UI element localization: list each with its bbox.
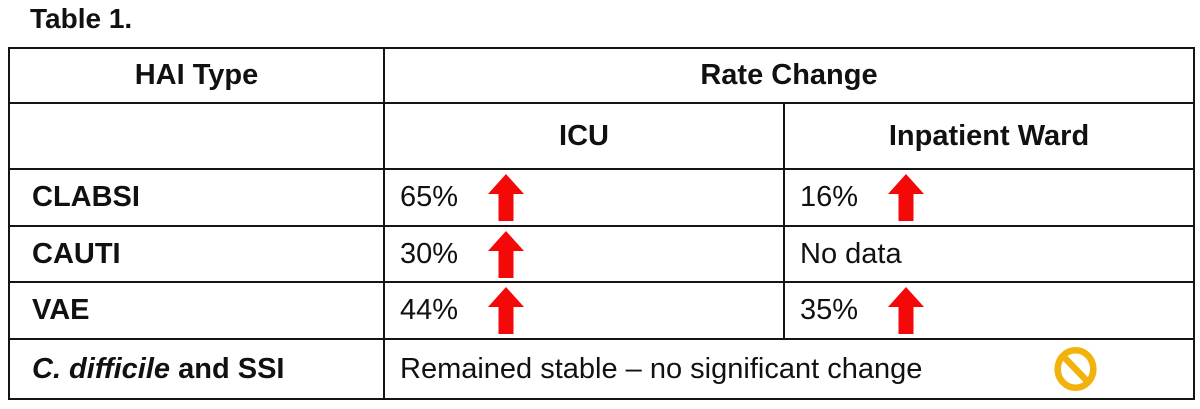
header-row-sub: ICU Inpatient Ward [8, 102, 1195, 170]
stable-note-text: Remained stable – no significant change [400, 352, 923, 385]
header-icu: ICU [383, 102, 785, 170]
rate-value: 44% [400, 294, 459, 326]
table-title: Table 1. [30, 3, 133, 34]
increase-arrow-icon [488, 287, 525, 334]
increase-arrow-icon [488, 230, 525, 278]
hai-rate-change-table: HAI Type Rate Change ICU Inpatient Ward … [8, 47, 1195, 400]
rate-value: 35% [800, 294, 859, 326]
row-label-cauti: CAUTI [8, 225, 385, 283]
rate-value: 30% [400, 237, 459, 270]
header-inpatient-ward: Inpatient Ward [783, 102, 1195, 170]
cell-cauti-icu: 30% [383, 225, 785, 283]
increase-arrow-icon [888, 174, 925, 221]
row-label-clabsi: CLABSI [8, 168, 385, 227]
rate-value: 16% [800, 181, 859, 213]
row-label-cdifficile-ssi: C. difficile and SSI [8, 338, 385, 400]
table-row-vae: VAE 44% 35% [8, 281, 1195, 340]
header-row-top: HAI Type Rate Change [8, 47, 1195, 104]
cell-clabsi-icu: 65% [383, 168, 785, 227]
table-row-clabsi: CLABSI 65% 16% [8, 168, 1195, 227]
cell-cauti-ward: No data [783, 225, 1195, 283]
no-change-prohibition-icon [1054, 346, 1097, 392]
rate-value: No data [800, 237, 902, 270]
cell-vae-icu: 44% [383, 281, 785, 340]
cell-stable-note: Remained stable – no significant change [383, 338, 1195, 400]
organism-name-italic: C. difficile [32, 352, 171, 385]
increase-arrow-icon [888, 287, 925, 334]
table-row-cauti: CAUTI 30% No data [8, 225, 1195, 283]
rate-value: 65% [400, 181, 459, 213]
header-rate-change: Rate Change [383, 47, 1195, 104]
increase-arrow-icon [488, 174, 525, 221]
header-hai-type: HAI Type [8, 47, 385, 104]
table-row-cdifficile-ssi: C. difficile and SSI Remained stable – n… [8, 338, 1195, 400]
row-label-vae: VAE [8, 281, 385, 340]
cell-clabsi-ward: 16% [783, 168, 1195, 227]
empty-header-cell [8, 102, 385, 170]
cell-vae-ward: 35% [783, 281, 1195, 340]
row-label-rest: and SSI [170, 352, 285, 385]
